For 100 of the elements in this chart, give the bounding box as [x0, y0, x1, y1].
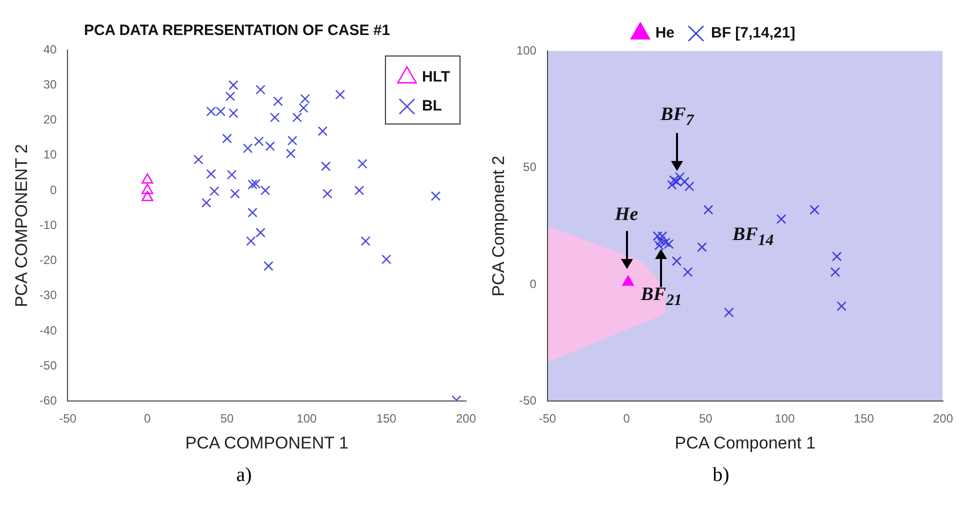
text: b) [712, 464, 730, 487]
point [318, 126, 328, 136]
y-tick-label: -50 [519, 394, 537, 408]
point [660, 238, 670, 248]
point [430, 191, 441, 201]
point [264, 261, 274, 271]
x-tick-label: 50 [698, 412, 713, 426]
x-tick-label: 200 [456, 412, 476, 426]
point [832, 252, 842, 262]
x-tick-label: 200 [932, 412, 954, 426]
y-tick-label: -20 [39, 253, 58, 268]
point [672, 176, 682, 187]
x-tick-label: 0 [623, 412, 630, 426]
point [320, 161, 331, 172]
point [209, 186, 220, 196]
point [230, 188, 240, 199]
x-tick-label: -50 [538, 412, 556, 426]
x-tick-label: 150 [376, 412, 397, 426]
annotation: He [614, 204, 638, 226]
point [248, 180, 258, 190]
x-tick-label: 50 [220, 412, 234, 426]
point [260, 186, 270, 196]
x-tick-label: 150 [854, 412, 874, 426]
point [206, 169, 216, 179]
point [810, 204, 820, 215]
point [226, 170, 237, 180]
annotation: BF$_{7}$ [660, 104, 694, 130]
point [656, 236, 666, 246]
x-tick-label: -50 [59, 412, 77, 426]
point [724, 308, 734, 318]
point [354, 186, 364, 196]
point [335, 90, 346, 100]
point [270, 112, 280, 122]
point [697, 242, 707, 252]
point [228, 108, 238, 118]
y-tick-label: -50 [39, 358, 58, 372]
point [265, 141, 275, 152]
y-tick-label: -60 [39, 394, 58, 408]
point [669, 175, 679, 185]
y-tick-label: 10 [43, 148, 58, 162]
point [256, 84, 266, 95]
chart-title: PCA DATA REPRESENTATION OF CASE #1 [84, 22, 390, 40]
y-tick-label: 50 [523, 160, 537, 174]
point [228, 80, 238, 90]
annotation: BF$_{14}$ [732, 224, 774, 250]
point [250, 178, 261, 189]
legend-label: He [655, 24, 674, 42]
point [684, 182, 694, 192]
point [836, 301, 846, 312]
point [225, 91, 236, 102]
y-tick-label: 20 [43, 112, 58, 127]
y-axis-title: PCA Component 2 [488, 156, 508, 297]
point [381, 254, 392, 264]
point [286, 148, 296, 158]
point [703, 204, 714, 215]
point [680, 176, 690, 187]
point [142, 173, 154, 184]
point [142, 184, 154, 194]
point [142, 190, 154, 202]
point [256, 228, 266, 238]
x-axis-title: PCA COMPONENT 1 [185, 433, 348, 452]
y-tick-label: 0 [50, 182, 58, 197]
x-tick-label: 0 [144, 412, 152, 426]
legend-label: HLT [422, 68, 450, 86]
point [216, 106, 226, 116]
legend-label: BL [422, 98, 442, 115]
y-tick-label: 0 [530, 276, 537, 291]
y-tick-label: 100 [516, 43, 537, 58]
point [322, 188, 332, 199]
point [254, 136, 264, 146]
y-tick-label: -30 [39, 288, 58, 302]
point [667, 180, 677, 190]
y-tick-label: -10 [39, 218, 58, 232]
x-tick-label: 100 [296, 412, 318, 426]
point [193, 154, 204, 164]
point [830, 267, 840, 277]
y-tick-label: 30 [43, 77, 58, 92]
point [287, 136, 298, 146]
x-tick-label: 100 [774, 412, 796, 426]
point [273, 96, 283, 106]
point [664, 239, 674, 249]
text: a) [235, 464, 253, 487]
point [358, 158, 368, 169]
point [206, 106, 216, 116]
point [246, 236, 256, 246]
point [248, 208, 258, 218]
x-axis-title: PCA Component 1 [674, 433, 816, 452]
annotation: BF$_{21}$ [640, 284, 682, 310]
point [674, 172, 685, 182]
point [682, 267, 693, 277]
point [222, 134, 232, 144]
point [776, 214, 786, 224]
point [360, 236, 371, 246]
y-tick-label: -40 [39, 323, 58, 338]
point [242, 143, 253, 154]
point [201, 198, 212, 208]
point [672, 256, 682, 266]
y-tick-label: 40 [43, 42, 58, 56]
y-axis-title: PCA COMPONENT 2 [12, 144, 31, 308]
legend-label: BF [7,14,21] [710, 24, 796, 42]
